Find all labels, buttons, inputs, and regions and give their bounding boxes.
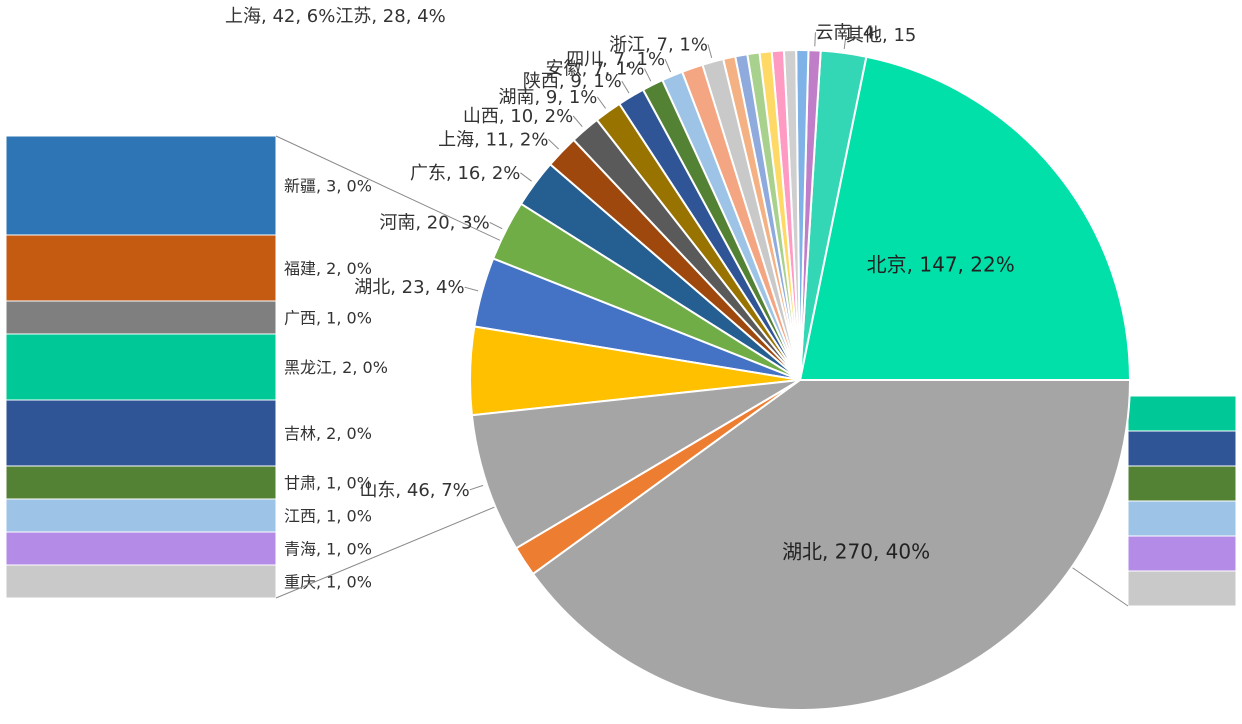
- pie-label-0: 北京, 147, 22%: [867, 252, 1015, 276]
- left-bar-label-0: 新疆, 3, 0%: [284, 177, 372, 196]
- pie-label-22: 山东, 46, 7%: [359, 480, 469, 501]
- pie-label-15: 湖南, 9, 1%: [498, 87, 597, 108]
- leader-line-22: [469, 484, 484, 491]
- leader-line-20: [464, 286, 479, 292]
- left-bar-3: [5, 333, 277, 401]
- right-bar-0: [1127, 395, 1237, 432]
- leader-line-13: [644, 68, 652, 82]
- right-bar-3: [1127, 500, 1237, 537]
- left-bar-stack: 新疆, 3, 0% 福建, 2, 0% 广西, 1, 0% 黑龙江, 2, 0% 吉林,…: [5, 135, 388, 599]
- pie-label-17: 上海, 11, 2%: [438, 129, 548, 150]
- left-bar-label-1: 福建, 2, 0%: [284, 259, 372, 278]
- right-bar-stack: [1127, 395, 1237, 607]
- leader-line-12: [664, 59, 672, 73]
- pie-label-18: 广东, 16, 2%: [410, 163, 520, 184]
- pie-label-19: 河南, 20, 3%: [379, 212, 489, 233]
- leader-line-14: [621, 80, 630, 94]
- pie-label-16: 山西, 10, 2%: [463, 106, 573, 127]
- left-bar-label-5: 甘肃, 1, 0%: [284, 474, 372, 493]
- pie-label-20: 湖北, 23, 4%: [354, 277, 464, 298]
- pie-label-12: 四川, 7, 1%: [566, 49, 665, 70]
- left-bar-7: [5, 531, 277, 566]
- leader-line-19: [489, 221, 503, 230]
- pie-label-13: 安徽, 7, 1%: [546, 59, 645, 80]
- right-bar-4: [1127, 535, 1237, 572]
- leader-line-16: [572, 115, 583, 128]
- pie-label-1: 其他, 15: [846, 25, 916, 46]
- pie-label-2: 云南, 4,: [815, 22, 880, 43]
- leader-line-15: [596, 96, 607, 109]
- left-bar-0: [5, 135, 277, 236]
- left-bar-label-7: 青海, 1, 0%: [284, 540, 372, 559]
- leader-line-1: [843, 35, 847, 49]
- pie-slice-0: [798, 55, 1132, 381]
- left-bar-8: [5, 564, 277, 599]
- left-bar-1: [5, 234, 277, 302]
- left-bar-label-6: 江西, 1, 0%: [284, 507, 372, 526]
- pie-label-10: 浙江, 7, 1%: [609, 34, 708, 55]
- left-bar-label-4: 吉林, 2, 0%: [284, 424, 372, 443]
- right-bar-5: [1127, 570, 1237, 607]
- left-bar-6: [5, 498, 277, 533]
- right-bar-2: [1127, 465, 1237, 502]
- right-bar-1: [1127, 430, 1237, 467]
- leader-line-18: [520, 172, 532, 182]
- pie-slice-22: [470, 379, 801, 550]
- pie-label-24: 湖北, 270, 40%: [782, 540, 930, 564]
- pie-slice-24: [531, 379, 1132, 711]
- left-bar-label-2: 广西, 1, 0%: [284, 309, 372, 328]
- left-bar-5: [5, 465, 277, 500]
- leader-line-17: [548, 139, 560, 150]
- left-bar-2: [5, 300, 277, 335]
- leader-line-2: [814, 32, 816, 47]
- left-bar-label-3: 黑龙江, 2, 0%: [284, 358, 388, 377]
- pie-label-14: 陕西, 9, 1%: [523, 71, 622, 92]
- left-bar-4: [5, 399, 277, 467]
- leader-line-10: [707, 44, 713, 59]
- top-left-fragment-label: 上海, 42, 6%江苏, 28, 4%: [225, 6, 446, 27]
- left-bar-label-8: 重庆, 1, 0%: [284, 573, 372, 592]
- pie-slices: [469, 48, 1132, 711]
